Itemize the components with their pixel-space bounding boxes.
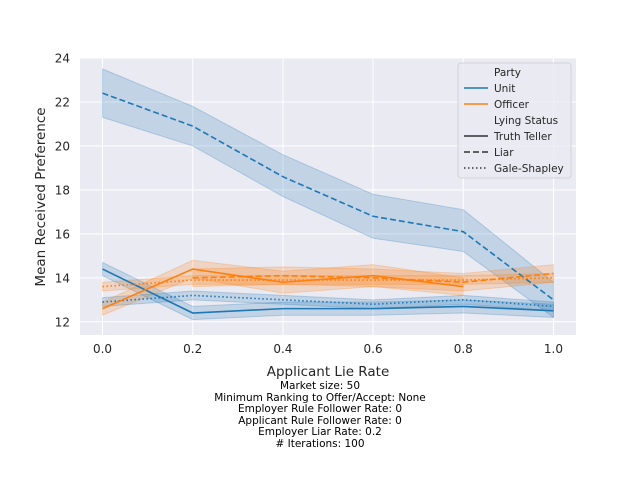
legend-hue-title: Party bbox=[494, 67, 521, 79]
footer-line-market-size: Market size: 50 bbox=[279, 380, 361, 392]
x-tick-label: 1.0 bbox=[544, 342, 563, 356]
y-axis-label: Mean Received Preference bbox=[33, 107, 49, 286]
legend: Party Unit Officer Lying Status Truth Te… bbox=[457, 62, 572, 179]
band-unit-truth-teller bbox=[102, 261, 554, 321]
line-unit-gale-shapley bbox=[102, 294, 554, 308]
y-tick-labels: 12 14 16 18 20 22 24 bbox=[55, 52, 70, 330]
x-tick-label: 0.0 bbox=[93, 342, 112, 356]
y-tick-label: 24 bbox=[55, 52, 70, 66]
legend-label-gale-shapley: Gale-Shapley bbox=[494, 163, 564, 175]
y-tick-label: 18 bbox=[55, 183, 70, 197]
x-tick-label: 0.4 bbox=[273, 342, 292, 356]
y-tick-label: 20 bbox=[55, 139, 70, 153]
line-officer-liar bbox=[192, 272, 554, 284]
line-unit-liar bbox=[102, 92, 554, 301]
band-unit-liar bbox=[102, 68, 554, 319]
x-tick-labels: 0.0 0.2 0.4 0.6 0.8 1.0 bbox=[93, 342, 563, 356]
line-officer-gale-shapley bbox=[102, 277, 554, 288]
x-axis-label: Applicant Lie Rate bbox=[267, 364, 390, 380]
legend-label-truth-teller: Truth Teller bbox=[493, 131, 552, 143]
y-tick-label: 22 bbox=[55, 95, 70, 109]
legend-label-unit: Unit bbox=[494, 83, 515, 95]
x-tick-label: 0.8 bbox=[454, 342, 473, 356]
y-tick-label: 14 bbox=[55, 271, 70, 285]
legend-label-liar: Liar bbox=[494, 147, 514, 159]
x-tick-label: 0.6 bbox=[364, 342, 383, 356]
footer-line-employer-liar-rate: Employer Liar Rate: 0.2 bbox=[258, 426, 382, 439]
x-tick-label: 0.2 bbox=[183, 342, 202, 356]
y-tick-label: 16 bbox=[55, 227, 70, 241]
footer-line-employer-rule-follower: Employer Rule Follower Rate: 0 bbox=[237, 403, 403, 416]
line-unit-truth-teller bbox=[102, 268, 554, 314]
footer-line-iterations: # Iterations: 100 bbox=[275, 437, 365, 450]
footer-parameters: Market size: 50 Minimum Ranking to Offer… bbox=[0, 380, 640, 451]
legend-label-officer: Officer bbox=[494, 99, 530, 111]
y-tick-label: 12 bbox=[55, 315, 70, 329]
chart: 0.0 0.2 0.4 0.6 0.8 1.0 12 14 16 18 20 22 24 Applic… bbox=[33, 52, 576, 380]
band-officer-truth-teller bbox=[102, 259, 464, 316]
legend-box bbox=[457, 62, 572, 179]
footer-line-applicant-rule-follower: Applicant Rule Follower Rate: 0 bbox=[238, 414, 402, 427]
series-lines bbox=[102, 92, 554, 314]
footer-line-min-ranking: Minimum Ranking to Offer/Accept: None bbox=[214, 391, 426, 404]
legend-style-title: Lying Status bbox=[494, 115, 558, 127]
